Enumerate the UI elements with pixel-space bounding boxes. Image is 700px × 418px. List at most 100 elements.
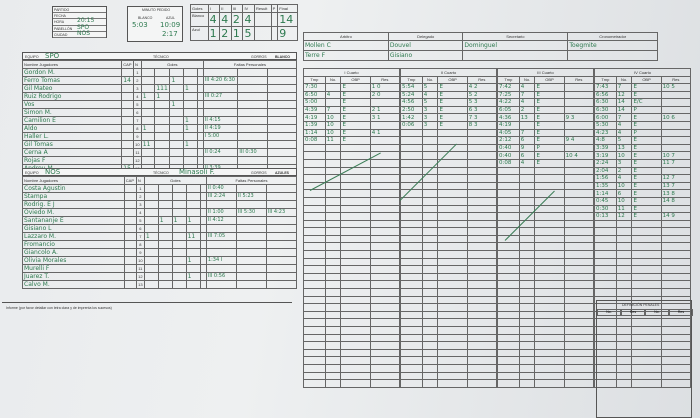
player-foul [266,131,298,141]
player-number: 4 [133,91,142,101]
log-col-header: Tmp [303,75,326,84]
player-goals [157,231,173,241]
player-goals [169,107,185,117]
log-event [340,257,371,267]
player-foul [265,183,298,193]
log-player: 7 [518,90,536,100]
player-foul [237,67,268,77]
player-name: Gordon M. [21,67,123,77]
log-time [594,288,617,297]
player-cap [123,271,137,281]
player-foul: II 1:00 [205,207,237,217]
log-player: 12 [615,90,633,100]
log-row: 0:08 11 E [303,136,401,145]
player-cap [121,115,134,125]
log-score: 2 0 [369,90,401,100]
player-name: Simon M. [21,107,123,117]
log-time: 0:08 [303,136,326,145]
official-role: Cronometrador [567,32,658,41]
player-goals [154,155,171,165]
log-time: 1:56 [594,174,617,183]
match-info-label: Fecha [54,14,66,19]
log-time: 6:56 [594,90,617,100]
log-time [303,295,326,305]
player-goals [143,239,159,249]
log-player [518,166,536,176]
log-time [400,272,423,282]
log-score [563,120,595,130]
log-row [497,219,595,229]
log-time [303,265,326,274]
team1-roster: Nombre Jugadores CAP N Goles Faltas Personal… [21,60,298,173]
player-name: Santananje E [22,215,125,225]
log-event [631,257,662,267]
player-foul [265,215,298,225]
log-score [563,272,595,282]
log-row: 6:00 7 E 10 6 [594,113,692,122]
quarter-1-log: I Cuarto Tmp No. OBP Res 7:30 E 1 0 6:50 4 E 2 0 5:0… [303,68,401,388]
log-player: 2 [518,105,536,115]
score-row: Azul 1 2 1 5 9 [190,25,298,41]
log-event [534,227,565,236]
log-time [497,280,520,290]
player-name: Gil Mateo [21,83,123,93]
log-time: 4:36 [497,113,520,122]
player-cap [123,239,137,249]
quarter-score: 1 [207,25,221,41]
log-time [303,288,326,297]
player-foul [237,91,268,101]
log-row: 4:36 13 E 9 3 [497,113,595,122]
log-player [518,303,536,312]
score-team: Azul [190,25,209,41]
log-row [400,295,498,305]
log-time [400,348,423,358]
log-event [437,158,468,168]
log-event [437,257,468,267]
log-player [324,196,342,206]
log-event: E [631,90,662,100]
player-goals [185,183,201,193]
log-score [369,318,401,327]
log-event [534,379,565,388]
player-goals [171,263,187,273]
player-cap [123,247,137,257]
log-event [631,272,662,282]
log-time: 4:23 [594,128,617,138]
log-player [324,318,342,327]
log-time: 4:8 [594,136,617,145]
log-time [497,189,520,198]
log-event [340,295,371,305]
log-time: 0:40 [497,143,520,153]
log-score: 2 1 [369,105,401,115]
log-score [563,310,595,320]
player-row: Gisiano L 6 [22,223,298,233]
log-player: 3 [421,105,439,115]
log-row [400,379,498,388]
log-time: 1:42 [400,113,423,122]
log-time [303,204,326,214]
log-score [369,333,401,343]
player-foul [235,255,267,265]
log-score [369,158,401,168]
score-col-header: IV [242,4,256,13]
player-goals: 1 [185,215,201,225]
player-cap [121,83,134,93]
player-foul [266,91,298,101]
player-name: Gil Tomas [21,139,123,149]
log-player [324,219,342,229]
log-row [303,310,401,320]
log-row: 6:50 4 E 2 0 [303,90,401,100]
log-event [534,212,565,221]
log-player [421,272,439,282]
log-player: 5 [615,136,633,145]
log-event [534,257,565,267]
log-row [303,196,401,206]
log-player [324,151,342,160]
log-row [594,250,692,259]
player-number: 11 [133,147,142,157]
player-goals [157,191,173,201]
player-row: Simon M. 6 [21,107,298,117]
log-time [497,257,520,267]
log-score [563,181,595,191]
score-col-header: P [270,4,279,13]
